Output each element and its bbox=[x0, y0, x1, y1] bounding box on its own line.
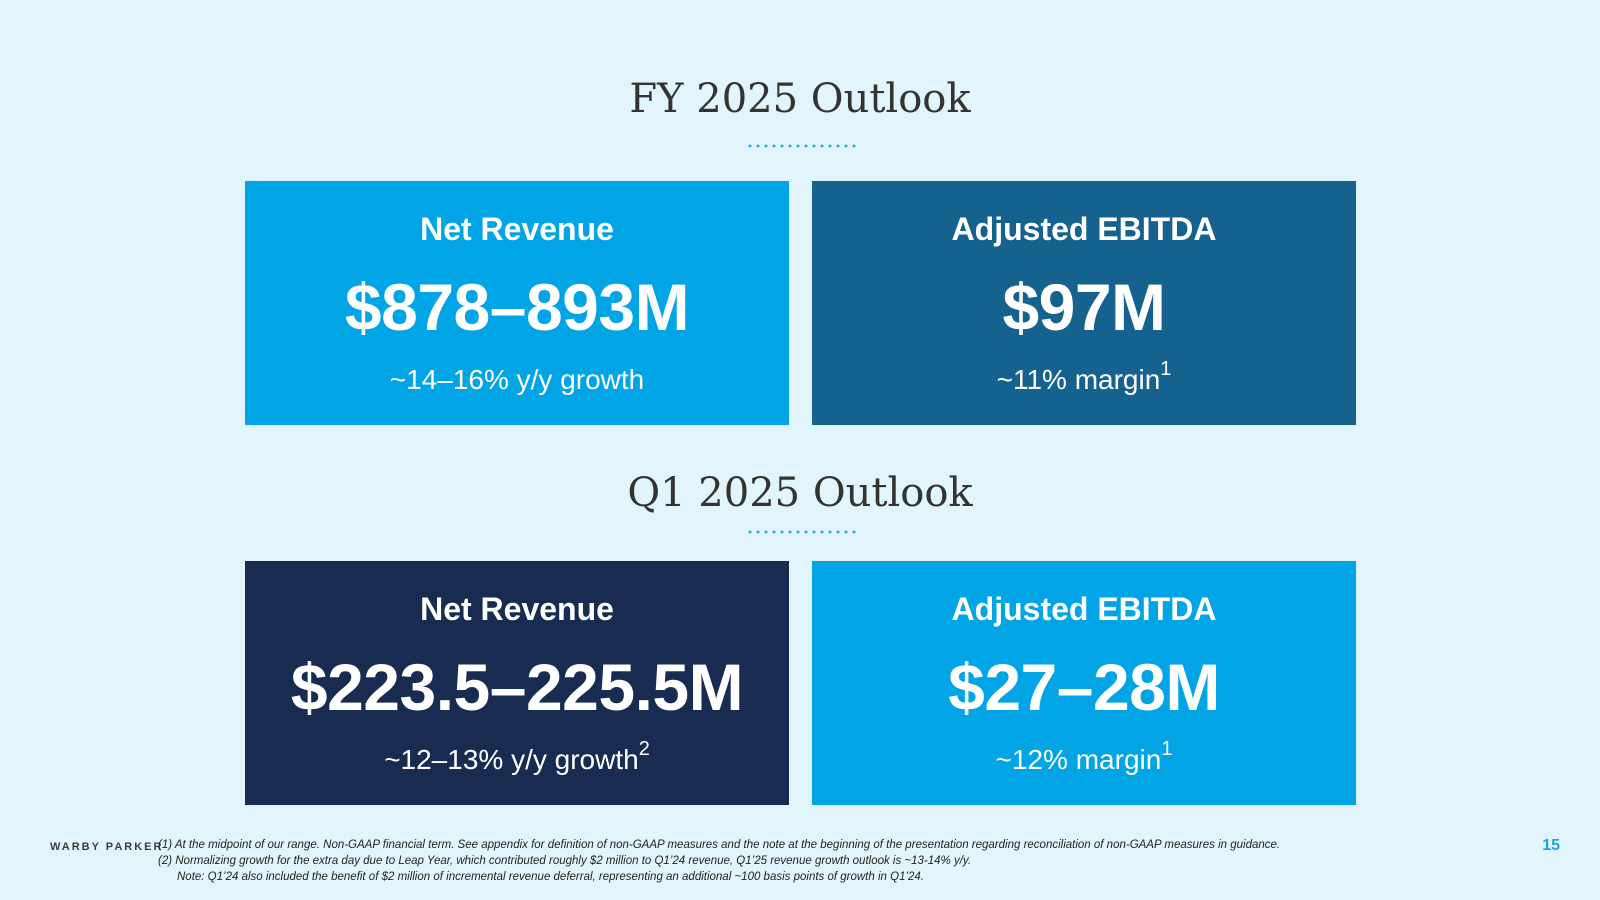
fy-net-revenue-card: Net Revenue $878–893M ~14–16% y/y growth bbox=[245, 181, 789, 425]
footnote-note: Note: Q1’24 also included the benefit of… bbox=[177, 871, 925, 883]
card-value: $223.5–225.5M bbox=[290, 650, 744, 724]
q1-outlook-title: Q1 2025 Outlook bbox=[627, 470, 973, 516]
card-subtext-wrap: ~12% margin1 bbox=[812, 738, 1356, 776]
footnote-marker: 1 bbox=[1161, 738, 1173, 760]
page-number: 15 bbox=[1542, 837, 1560, 854]
card-subtext-wrap: ~12–13% y/y growth2 bbox=[245, 738, 789, 776]
footnote-1: (1) At the midpoint of our range. Non-GA… bbox=[158, 839, 1281, 851]
card-subtext-wrap: ~11% margin1 bbox=[812, 358, 1356, 396]
card-subtext: ~12% margin bbox=[995, 744, 1162, 775]
card-subtext: ~14–16% y/y growth bbox=[389, 364, 645, 395]
q1-title-dotted-divider bbox=[746, 530, 856, 534]
card-value: $27–28M bbox=[948, 650, 1220, 724]
fy-adjusted-ebitda-card: Adjusted EBITDA $97M ~11% margin1 bbox=[812, 181, 1356, 425]
card-label: Adjusted EBITDA bbox=[951, 591, 1217, 627]
fy-title-dotted-divider bbox=[746, 144, 856, 148]
card-value: $97M bbox=[1002, 270, 1166, 344]
card-subtext: ~11% margin bbox=[996, 364, 1161, 395]
fy-outlook-title: FY 2025 Outlook bbox=[629, 76, 971, 122]
brand-logo-text: WARBY PARKER bbox=[50, 841, 164, 853]
footnotes: (1) At the midpoint of our range. Non-GA… bbox=[158, 837, 1418, 885]
footnote-marker: 2 bbox=[638, 738, 650, 760]
card-subtext: ~12–13% y/y growth bbox=[384, 744, 639, 775]
card-label: Net Revenue bbox=[420, 211, 614, 247]
footnote-2: (2) Normalizing growth for the extra day… bbox=[158, 855, 972, 867]
q1-adjusted-ebitda-card: Adjusted EBITDA $27–28M ~12% margin1 bbox=[812, 561, 1356, 805]
card-label: Adjusted EBITDA bbox=[951, 211, 1217, 247]
footnote-marker: 1 bbox=[1160, 358, 1172, 380]
card-value: $878–893M bbox=[344, 270, 690, 344]
card-label: Net Revenue bbox=[420, 591, 614, 627]
q1-net-revenue-card: Net Revenue $223.5–225.5M ~12–13% y/y gr… bbox=[245, 561, 789, 805]
